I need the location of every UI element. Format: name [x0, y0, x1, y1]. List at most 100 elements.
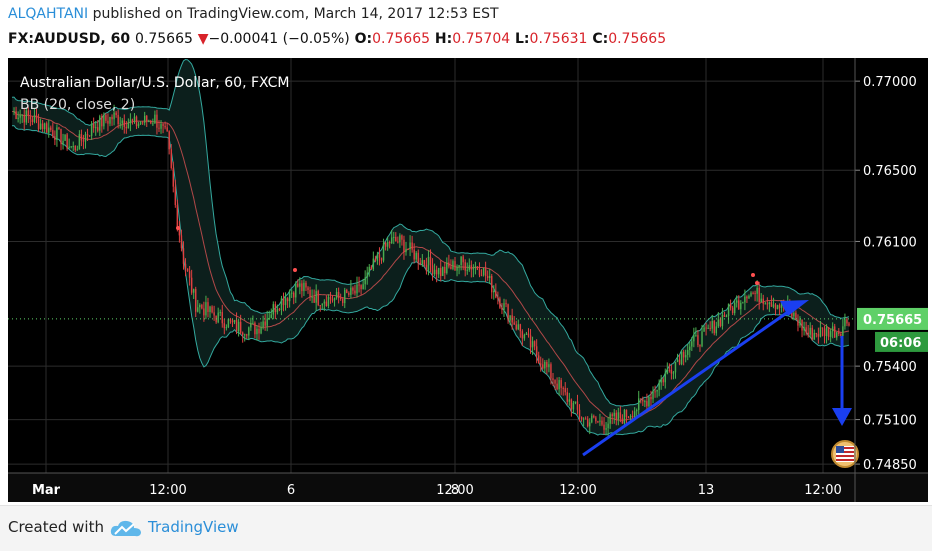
indicator-label: BB (20, close, 2): [20, 97, 135, 113]
candle-body: [752, 292, 754, 294]
candle-body: [425, 264, 428, 271]
candle-body: [262, 321, 264, 328]
candle-body: [390, 237, 393, 244]
price-chart[interactable]: 0.75665 06:06 0.77000 0.76500 0.76100 0.7540…: [8, 58, 928, 502]
candle-body: [301, 283, 303, 292]
candle-body: [819, 327, 822, 337]
candle-body: [627, 417, 630, 419]
candle-body: [619, 412, 622, 419]
candle-body: [519, 324, 522, 332]
candle-body: [733, 302, 736, 314]
candle-body: [572, 402, 575, 410]
candle-body: [154, 114, 156, 124]
candle-body: [823, 328, 826, 337]
candle-body: [750, 292, 752, 296]
candle-body: [638, 398, 640, 410]
candle-body: [186, 268, 189, 272]
candle-body: [227, 319, 230, 328]
candle-body: [250, 322, 252, 328]
candle-body: [529, 335, 532, 348]
candle-body: [695, 335, 697, 337]
candle-body: [413, 249, 415, 260]
candle-body: [178, 226, 181, 236]
last-price-tag: [857, 307, 928, 330]
candle-body: [817, 333, 820, 337]
candle-body: [39, 123, 42, 130]
candle-body: [482, 267, 485, 276]
x-axis-bg: [8, 473, 928, 502]
candle-body: [221, 312, 223, 324]
candle-body: [152, 123, 154, 125]
candle-body: [740, 302, 742, 310]
candle-body: [297, 283, 299, 287]
candle-body: [744, 296, 746, 303]
candlestick-series: [13, 104, 850, 436]
candle-body: [264, 321, 266, 326]
candle-body: [646, 401, 648, 407]
candle-body: [562, 387, 564, 389]
candle-body: [188, 271, 191, 278]
down-arrow-head: [832, 408, 852, 426]
candle-body: [166, 127, 168, 132]
candle-body: [123, 120, 125, 127]
candle-body: [323, 301, 326, 304]
candle-body: [444, 266, 446, 274]
candle-body: [564, 388, 566, 393]
candle-body: [54, 136, 56, 141]
candle-body: [813, 333, 816, 340]
candle-body: [378, 254, 381, 258]
y-tick-label: 0.75400: [863, 360, 917, 375]
trend-arrow-head: [780, 300, 809, 316]
low-value: 0.75631: [529, 31, 588, 47]
candle-body: [595, 417, 597, 422]
candle-body: [235, 319, 238, 332]
candle-body: [513, 322, 515, 325]
candle-body: [437, 267, 440, 275]
annotations: 0.75665 06:06: [8, 226, 928, 468]
candle-body: [201, 304, 203, 309]
candle-body: [603, 424, 605, 430]
candle-body: [462, 256, 464, 263]
candle-body: [254, 322, 256, 335]
candle-body: [772, 304, 775, 307]
tradingview-link[interactable]: TradingView: [148, 518, 239, 536]
candle-body: [507, 304, 509, 321]
chart-axes: 0.77000 0.76500 0.76100 0.75400 0.75100 0.748…: [8, 58, 928, 502]
candle-body: [217, 312, 219, 323]
flag-stripe: [836, 447, 854, 449]
candle-body: [676, 359, 679, 362]
candle-body: [393, 236, 395, 238]
candle-body: [52, 129, 54, 137]
candle-body: [697, 335, 699, 346]
candle-body: [380, 257, 383, 261]
candle-body: [219, 312, 221, 314]
candle-body: [687, 350, 689, 355]
candle-body: [442, 266, 444, 277]
candle-body: [544, 362, 546, 369]
candle-body: [797, 319, 799, 326]
candle-body: [66, 134, 68, 149]
candle-body: [705, 327, 707, 329]
candle-body: [43, 123, 46, 130]
candle-body: [844, 319, 846, 327]
candle-body: [213, 312, 215, 316]
chart-panel[interactable]: 0.75665 06:06 0.77000 0.76500 0.76100 0.7540…: [8, 58, 928, 502]
candle-body: [486, 275, 489, 279]
candle-body: [631, 415, 634, 418]
candle-body: [815, 333, 818, 335]
candle-body: [586, 418, 589, 427]
change-arrow-icon: ▼: [197, 31, 209, 47]
candle-body: [484, 267, 487, 276]
candle-body: [303, 282, 305, 292]
author-link[interactable]: ALQAHTANI: [8, 6, 89, 22]
candle-body: [446, 262, 448, 274]
candle-body: [439, 267, 442, 277]
candle-body: [560, 380, 562, 388]
candle-body: [660, 379, 662, 383]
candle-body: [325, 301, 328, 306]
candle-body: [358, 284, 360, 286]
flag-stripe: [836, 459, 854, 461]
candle-body: [86, 134, 89, 136]
candle-body: [468, 265, 471, 270]
candle-body: [143, 115, 146, 123]
